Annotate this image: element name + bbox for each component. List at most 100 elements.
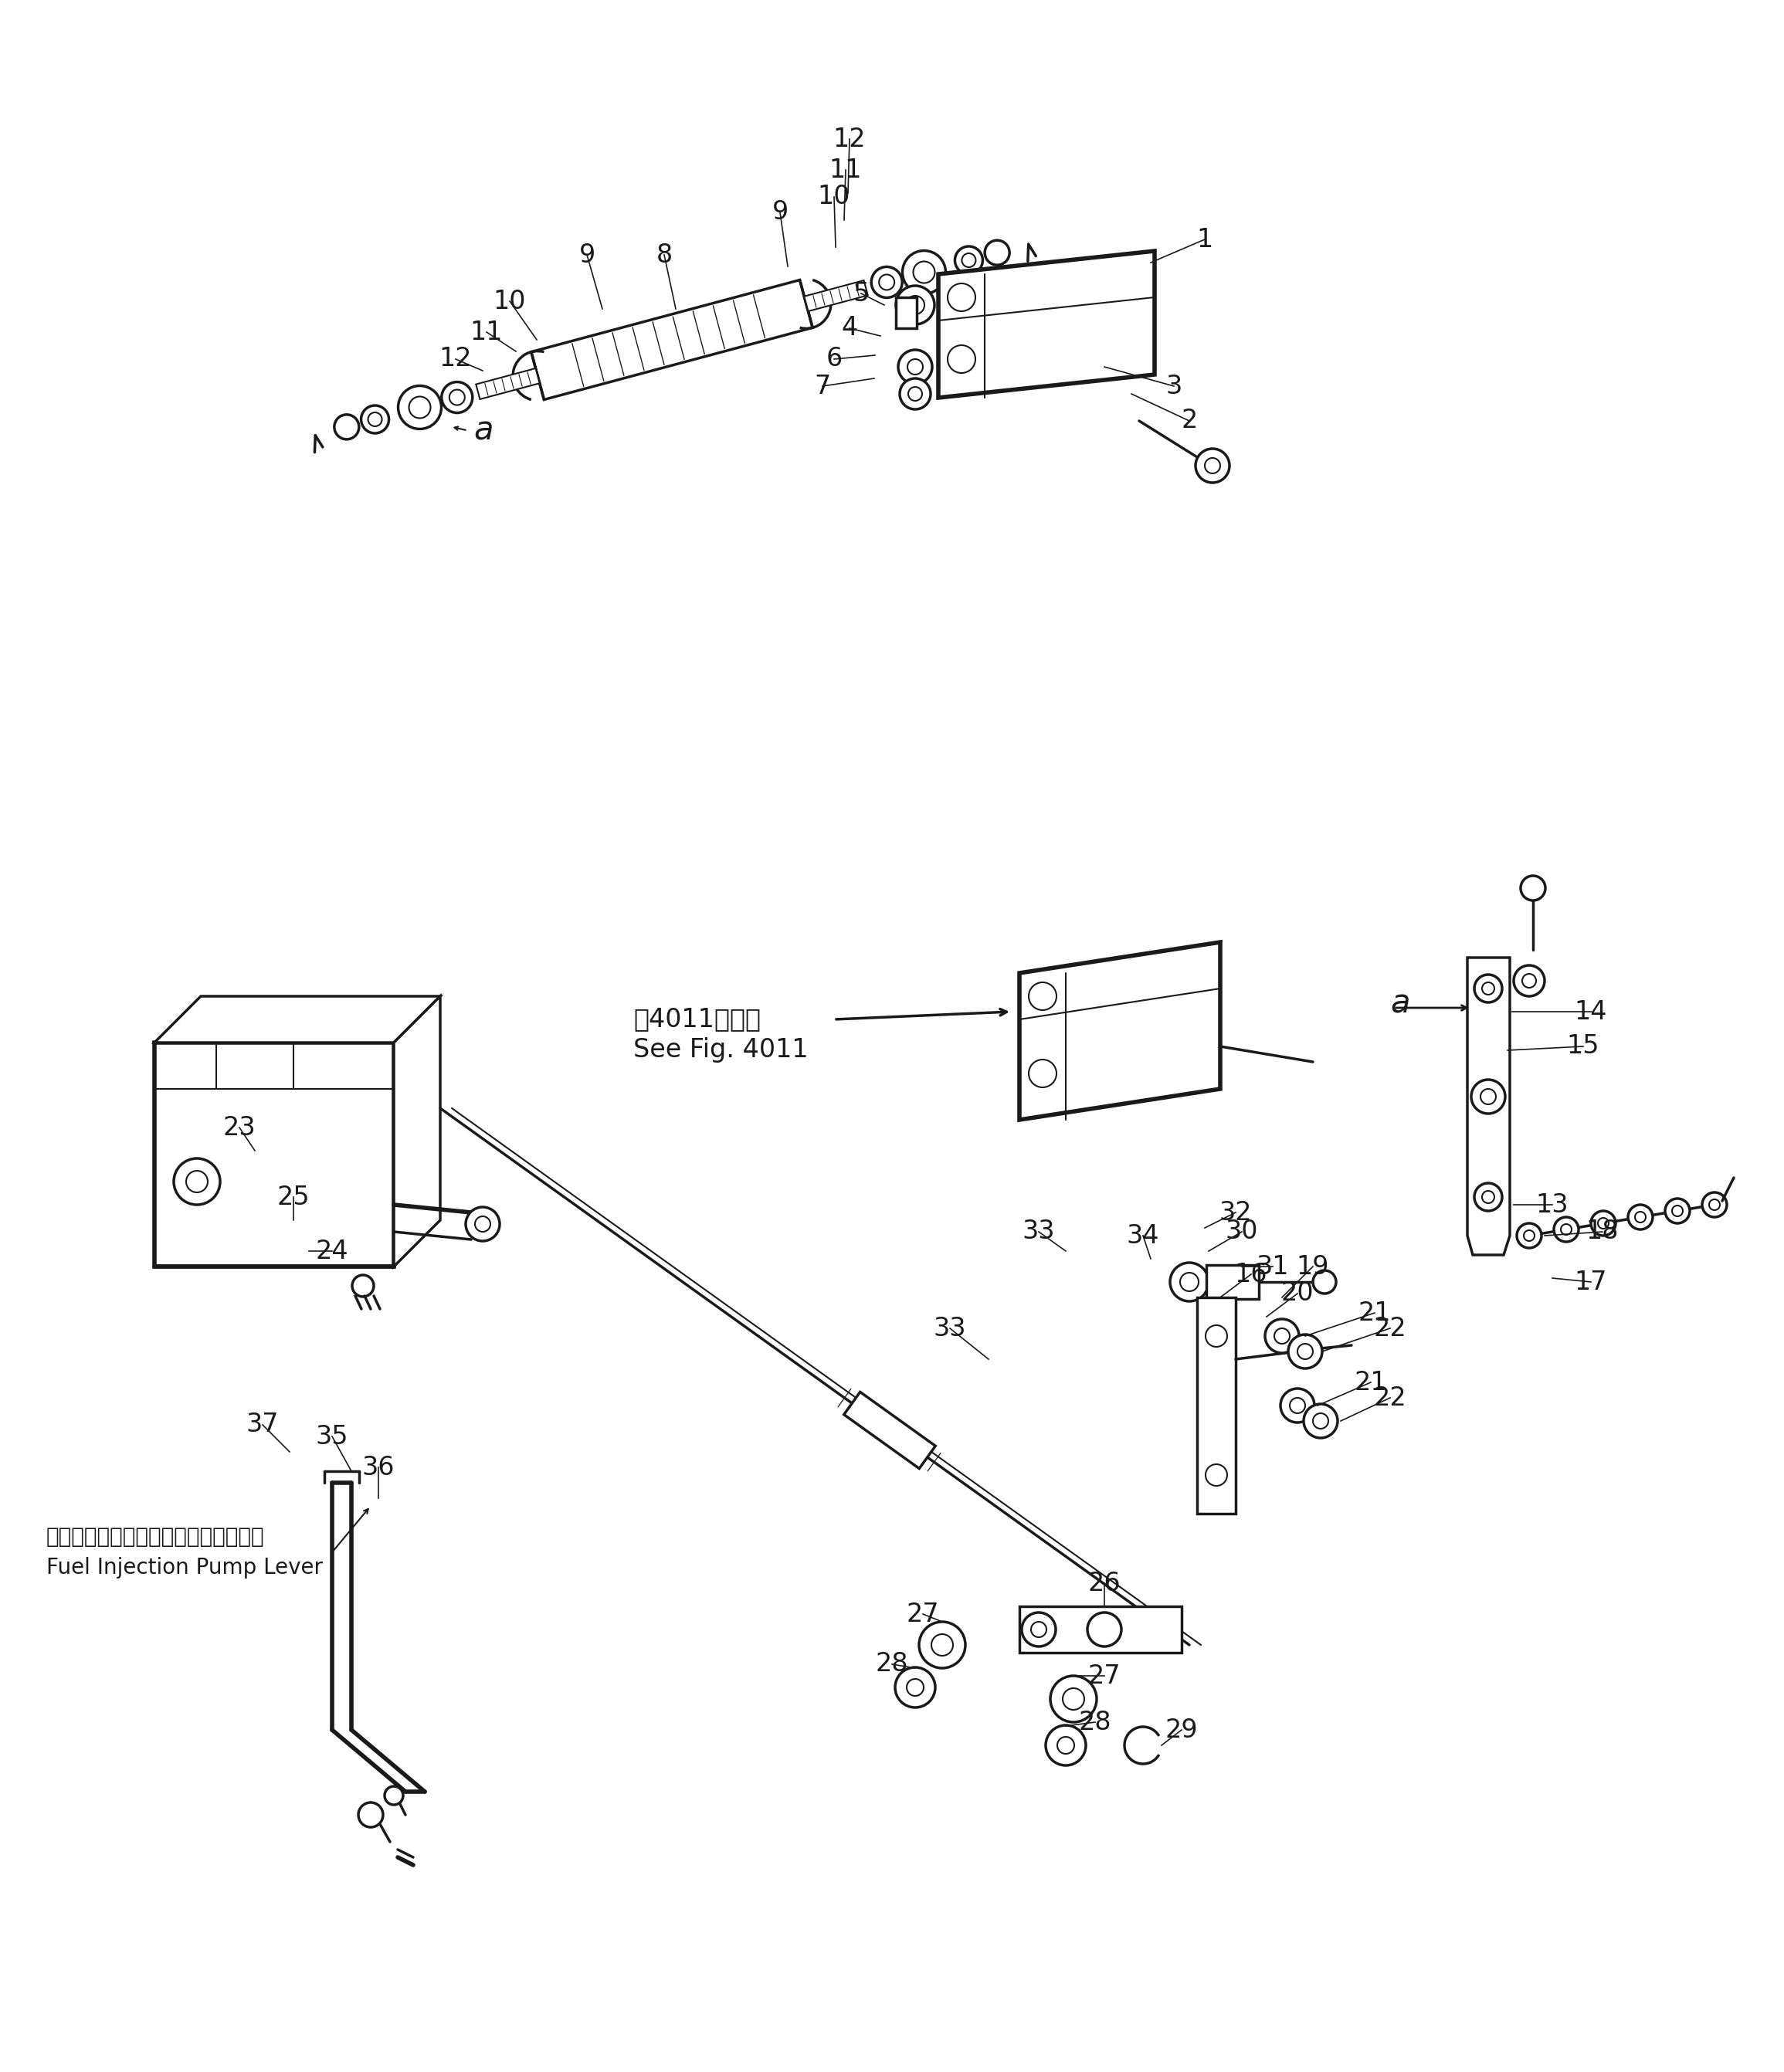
Text: 35: 35 bbox=[316, 1423, 348, 1448]
Polygon shape bbox=[532, 280, 812, 400]
Circle shape bbox=[1516, 1222, 1541, 1247]
Text: 5: 5 bbox=[853, 280, 869, 307]
Circle shape bbox=[880, 274, 894, 290]
Text: 27: 27 bbox=[1088, 1664, 1120, 1689]
Circle shape bbox=[919, 1622, 965, 1668]
Text: 21: 21 bbox=[1358, 1299, 1392, 1326]
Polygon shape bbox=[394, 997, 441, 1266]
Text: 9: 9 bbox=[772, 199, 789, 226]
Circle shape bbox=[913, 261, 935, 284]
Text: 33: 33 bbox=[933, 1316, 967, 1341]
Circle shape bbox=[1058, 1736, 1074, 1753]
Text: 9: 9 bbox=[578, 242, 596, 267]
Polygon shape bbox=[1468, 957, 1509, 1256]
Text: 37: 37 bbox=[246, 1413, 278, 1438]
Text: 3: 3 bbox=[1165, 373, 1183, 400]
Circle shape bbox=[368, 412, 382, 427]
Text: 8: 8 bbox=[657, 242, 673, 267]
Circle shape bbox=[1591, 1210, 1616, 1235]
Circle shape bbox=[1274, 1328, 1290, 1345]
Circle shape bbox=[1029, 1059, 1056, 1088]
Circle shape bbox=[1290, 1399, 1306, 1413]
Text: 11: 11 bbox=[471, 319, 503, 344]
Circle shape bbox=[947, 284, 976, 311]
Circle shape bbox=[1520, 876, 1545, 901]
Text: 11: 11 bbox=[830, 157, 862, 182]
Circle shape bbox=[1472, 1080, 1506, 1113]
Circle shape bbox=[1029, 982, 1056, 1011]
Circle shape bbox=[1195, 450, 1229, 483]
Text: 10: 10 bbox=[494, 288, 526, 315]
Text: 1: 1 bbox=[1197, 226, 1213, 253]
Circle shape bbox=[1304, 1405, 1338, 1438]
Circle shape bbox=[1702, 1191, 1727, 1216]
Circle shape bbox=[398, 385, 441, 429]
Text: 36: 36 bbox=[362, 1455, 394, 1479]
Text: a: a bbox=[1390, 988, 1409, 1019]
Text: 28: 28 bbox=[876, 1651, 908, 1676]
Circle shape bbox=[466, 1208, 500, 1241]
Circle shape bbox=[442, 381, 473, 412]
Circle shape bbox=[1022, 1612, 1056, 1647]
Circle shape bbox=[1672, 1206, 1682, 1216]
Text: 19: 19 bbox=[1297, 1254, 1329, 1278]
Text: 32: 32 bbox=[1218, 1200, 1252, 1225]
Polygon shape bbox=[155, 997, 441, 1042]
Text: 7: 7 bbox=[814, 373, 831, 400]
Circle shape bbox=[931, 1635, 953, 1656]
Text: 27: 27 bbox=[906, 1602, 940, 1627]
Circle shape bbox=[1474, 974, 1502, 1003]
Circle shape bbox=[1481, 1090, 1497, 1104]
Circle shape bbox=[1709, 1200, 1720, 1210]
Text: 26: 26 bbox=[1088, 1571, 1120, 1595]
Circle shape bbox=[1088, 1612, 1122, 1647]
Text: 15: 15 bbox=[1566, 1034, 1600, 1059]
Polygon shape bbox=[896, 296, 917, 327]
Text: 20: 20 bbox=[1281, 1280, 1313, 1305]
Text: 33: 33 bbox=[1022, 1218, 1054, 1245]
Polygon shape bbox=[844, 1392, 935, 1469]
Circle shape bbox=[1522, 974, 1536, 988]
Text: 30: 30 bbox=[1226, 1218, 1258, 1245]
Circle shape bbox=[1483, 982, 1495, 995]
Polygon shape bbox=[1206, 1266, 1260, 1299]
Circle shape bbox=[475, 1216, 491, 1231]
Circle shape bbox=[1313, 1270, 1336, 1293]
Circle shape bbox=[896, 1668, 935, 1707]
Circle shape bbox=[409, 396, 430, 419]
Text: 13: 13 bbox=[1536, 1191, 1568, 1218]
Circle shape bbox=[1513, 966, 1545, 997]
Circle shape bbox=[1051, 1676, 1097, 1722]
Text: 16: 16 bbox=[1235, 1262, 1267, 1287]
Text: 21: 21 bbox=[1354, 1370, 1388, 1394]
Circle shape bbox=[1170, 1262, 1208, 1301]
Circle shape bbox=[899, 379, 931, 410]
Text: 2: 2 bbox=[1181, 408, 1197, 433]
Circle shape bbox=[947, 346, 976, 373]
Circle shape bbox=[871, 267, 903, 298]
Circle shape bbox=[351, 1274, 375, 1297]
Circle shape bbox=[908, 387, 922, 400]
Circle shape bbox=[1634, 1212, 1647, 1222]
Text: Fuel Injection Pump Lever: Fuel Injection Pump Lever bbox=[46, 1556, 323, 1579]
Circle shape bbox=[1598, 1218, 1609, 1229]
Text: 17: 17 bbox=[1575, 1270, 1607, 1295]
Text: フェルインジェクションポンプレバー: フェルインジェクションポンプレバー bbox=[46, 1525, 264, 1548]
Text: 34: 34 bbox=[1126, 1222, 1160, 1247]
Text: 18: 18 bbox=[1586, 1218, 1618, 1245]
Circle shape bbox=[1206, 1465, 1227, 1486]
Circle shape bbox=[1561, 1225, 1572, 1235]
Circle shape bbox=[1281, 1388, 1315, 1423]
Circle shape bbox=[1483, 1191, 1495, 1204]
Polygon shape bbox=[155, 1042, 394, 1266]
Text: 第4011図参照: 第4011図参照 bbox=[633, 1007, 760, 1032]
Polygon shape bbox=[1197, 1297, 1236, 1515]
Text: 10: 10 bbox=[817, 184, 851, 209]
Circle shape bbox=[962, 253, 976, 267]
Circle shape bbox=[1179, 1272, 1199, 1291]
Text: a: a bbox=[475, 414, 494, 448]
Circle shape bbox=[1031, 1622, 1047, 1637]
Circle shape bbox=[186, 1171, 207, 1191]
Text: 24: 24 bbox=[316, 1239, 348, 1264]
Polygon shape bbox=[938, 251, 1154, 398]
